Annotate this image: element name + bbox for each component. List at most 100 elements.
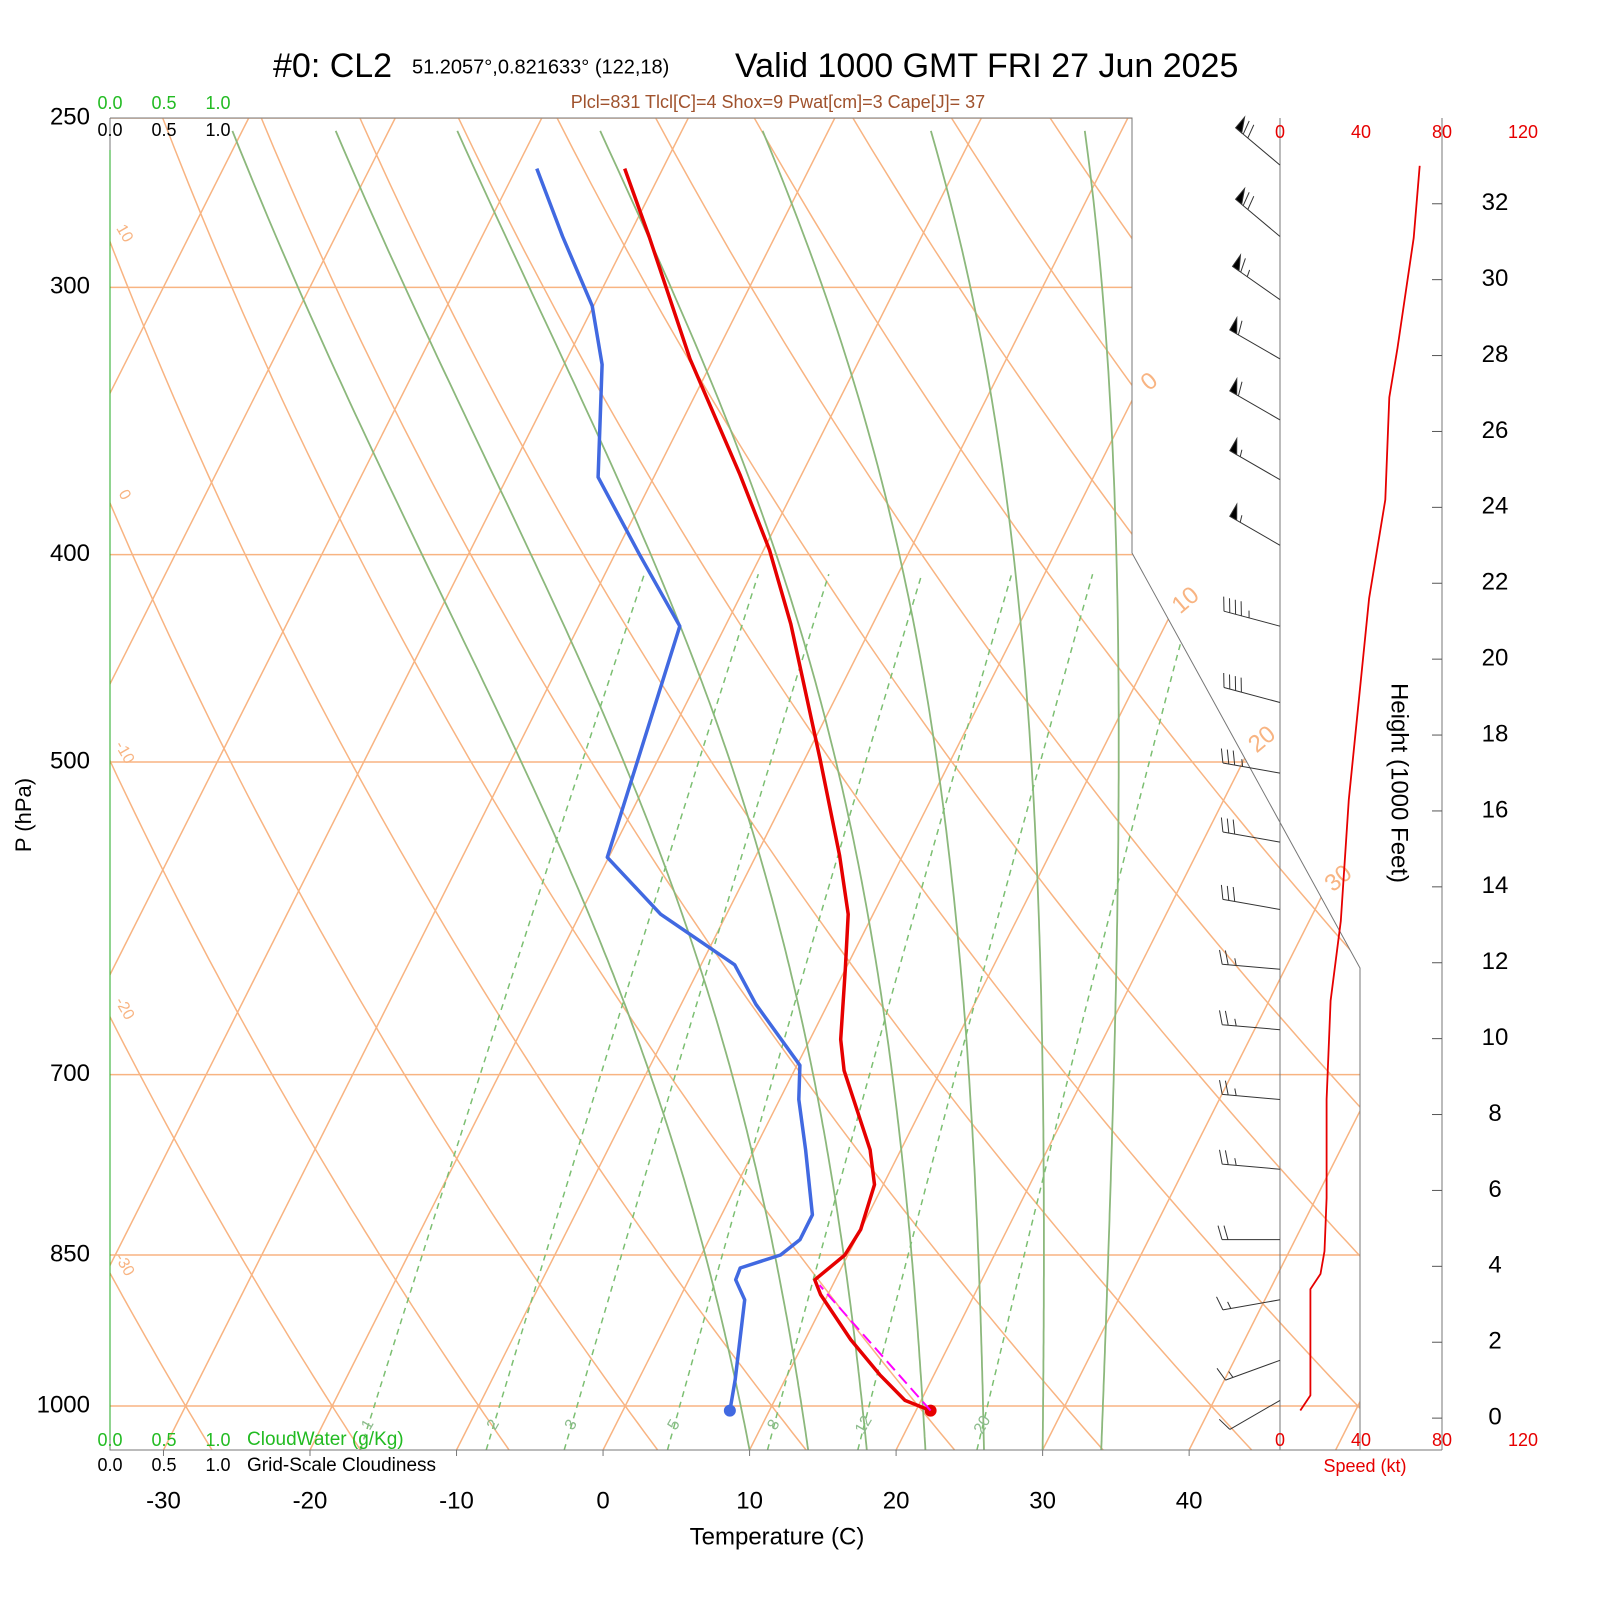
wind-barb	[1234, 186, 1281, 237]
height-tick-label: 16	[1482, 796, 1509, 823]
dry-adiabat	[556, 118, 1360, 1450]
height-tick-label: 24	[1482, 493, 1509, 520]
x-tick-label: -20	[293, 1487, 328, 1514]
wind-barb	[1219, 1149, 1281, 1170]
chart-title: #0: CL2	[273, 47, 392, 85]
moist-adiabat	[231, 130, 751, 1450]
wind-barb	[1217, 1225, 1280, 1241]
cloud-scale-label: 1.0	[205, 93, 230, 113]
isotherm	[455, 118, 1129, 1450]
mixing-ratio-label: 12	[852, 1413, 876, 1437]
isotherm	[1041, 118, 1360, 1450]
isotherm	[110, 118, 396, 1450]
height-axis-label: Height (1000 Feet)	[1386, 683, 1413, 883]
wind-barb	[1229, 315, 1281, 360]
mixing-ratio-line	[359, 573, 646, 1450]
isotherm	[110, 118, 689, 1450]
moist-adiabat	[930, 130, 1045, 1450]
mixing-ratio-line	[485, 573, 760, 1450]
wind-barb	[1219, 1080, 1281, 1100]
wind-barb	[1231, 253, 1281, 301]
wind-barb	[1220, 884, 1281, 910]
moist-adiabat	[599, 130, 927, 1450]
cloud-scale-label: 0.0	[97, 1430, 122, 1450]
moist-adiabat	[456, 130, 868, 1450]
wind-barb	[1219, 949, 1281, 970]
x-axis-label: Temperature (C)	[690, 1523, 865, 1550]
y-tick-label: 300	[50, 273, 90, 300]
profile-line	[818, 1284, 932, 1412]
speed-tick-label: 120	[1508, 1430, 1538, 1450]
background-lines	[110, 118, 1360, 1450]
wind-barb	[1216, 1359, 1281, 1381]
wind-barb	[1229, 502, 1281, 546]
cloud-scale-label: 1.0	[205, 1430, 230, 1450]
subtitle: Plcl=831 Tlcl[C]=4 Shox=9 Pwat[cm]=3 Cap…	[571, 92, 985, 112]
height-tick-label: 8	[1488, 1100, 1501, 1127]
cloudiness-label: Grid-Scale Cloudiness	[247, 1455, 436, 1476]
mixing-ratio-line	[857, 573, 1094, 1450]
y-tick-label: 700	[50, 1060, 90, 1087]
mixing-ratio-line	[976, 574, 1200, 1450]
speed-tick-label: 80	[1432, 1430, 1452, 1450]
isotherm	[110, 118, 250, 1450]
speed-tick-label: 80	[1432, 122, 1452, 142]
dry-adiabat	[359, 118, 1253, 1450]
cloud-scale-label: 0.5	[151, 120, 176, 140]
dry-adiabat	[457, 118, 1360, 1450]
wind-barb	[1218, 1399, 1281, 1430]
height-tick-label: 26	[1482, 417, 1509, 444]
moist-adiabat	[334, 130, 810, 1450]
speed-tick-label: 0	[1275, 1430, 1285, 1450]
height-tick-label: 32	[1482, 189, 1509, 216]
x-tick-label: 10	[736, 1487, 763, 1514]
y-tick-label: 1000	[37, 1391, 90, 1418]
wind-barb	[1216, 1296, 1281, 1311]
dry-adiabat-label: 10	[112, 222, 136, 246]
y-tick-label: 500	[50, 747, 90, 774]
x-tick-label: -10	[439, 1487, 474, 1514]
cloud-scale-label: 0.5	[151, 93, 176, 113]
isotherm	[162, 118, 836, 1450]
mixing-ratio-line	[666, 573, 923, 1450]
isotherm	[895, 118, 1360, 1450]
surface-marker	[723, 1404, 736, 1417]
height-tick-label: 2	[1488, 1328, 1501, 1355]
profile-line	[623, 168, 932, 1413]
wind-barb	[1234, 115, 1281, 166]
x-tick-label: 0	[596, 1487, 609, 1514]
wind-barb	[1220, 817, 1281, 843]
cloud-scale-label: 0.5	[151, 1430, 176, 1450]
dry-adiabat	[110, 118, 213, 1450]
wind-barb	[1229, 376, 1281, 421]
location: 51.2057°,0.821633° (122,18)	[412, 56, 669, 78]
height-tick-label: 30	[1482, 265, 1509, 292]
wind-speed-line	[1299, 165, 1421, 1412]
height-tick-label: 0	[1488, 1403, 1501, 1430]
wind-barb	[1229, 436, 1281, 481]
y-axis-label: P (hPa)	[11, 778, 36, 852]
cloud-scale-label: 0.0	[97, 120, 122, 140]
plot-frame	[109, 117, 1361, 1451]
speed-tick-label: 40	[1351, 1430, 1371, 1450]
profile-line	[535, 167, 815, 1411]
dry-adiabat	[110, 118, 362, 1450]
x-tick-label: 30	[1029, 1487, 1056, 1514]
wind-barb	[1219, 1010, 1281, 1031]
cloud-scale-label: 0.5	[151, 1455, 176, 1475]
y-tick-label: 250	[50, 103, 90, 130]
height-tick-label: 4	[1488, 1252, 1501, 1279]
dry-adiabat	[110, 118, 659, 1450]
cloudwater-label: CloudWater (g/Kg)	[247, 1429, 404, 1450]
height-tick-label: 28	[1482, 341, 1509, 368]
isotherm	[1188, 118, 1360, 1450]
valid-time: Valid 1000 GMT FRI 27 Jun 2025	[735, 47, 1238, 85]
mixing-ratio-line	[766, 573, 1013, 1450]
height-tick-label: 12	[1482, 948, 1509, 975]
cloud-scale-label: 1.0	[205, 120, 230, 140]
x-tick-label: 40	[1176, 1487, 1203, 1514]
x-tick-label: -30	[146, 1487, 181, 1514]
height-tick-label: 14	[1482, 872, 1509, 899]
mixing-ratio-line	[563, 573, 830, 1450]
isotherm	[309, 118, 983, 1450]
